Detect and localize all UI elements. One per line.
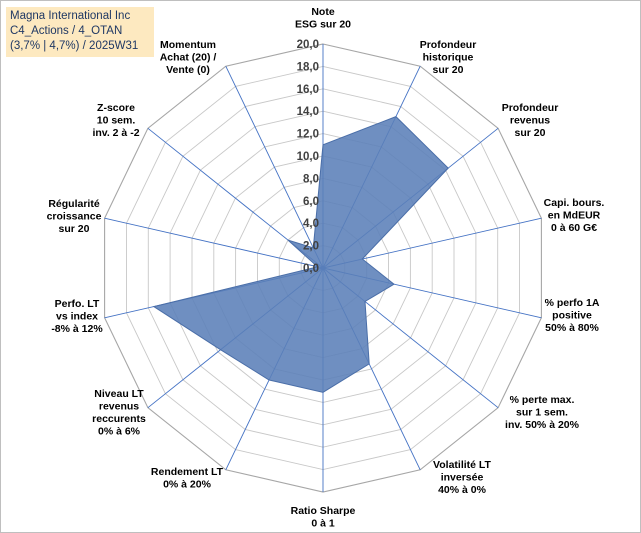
axis-label-line: revenus — [99, 401, 139, 413]
axis-label-line: positive — [552, 310, 592, 322]
axis-label-line: historique — [423, 52, 474, 64]
tick-label: 0,0 — [303, 263, 319, 275]
tick-label: 4,0 — [303, 218, 319, 230]
axis-label-line: en MdEUR — [548, 210, 601, 222]
chart-title: Magna International Inc — [10, 10, 131, 22]
axis-label-line: inv. 50% à 20% — [505, 419, 580, 431]
axis-label: Note ESG sur 20 — [295, 6, 351, 31]
spoke-line — [225, 66, 324, 269]
axis-label-line: Profondeur — [502, 102, 559, 114]
axis-label-line: vs index — [56, 311, 98, 323]
axis-label-line: -8% à 12% — [51, 323, 103, 335]
axis-label: Régularité croissance sur 20 — [47, 198, 102, 235]
axis-label-line: sur 20 — [59, 223, 90, 235]
axis-label-line: Capi. bours. — [544, 197, 605, 209]
axis-label-line: revenus — [510, 115, 550, 127]
axis-label: Capi. bours. en MdEUR 0 à 60 G€ — [544, 197, 605, 234]
axis-label: Perfo. LT vs index -8% à 12% — [51, 298, 103, 335]
tick-label: 2,0 — [303, 241, 319, 253]
tick-label: 10,0 — [297, 151, 319, 163]
axis-label-line: Achat (20) / — [160, 52, 217, 64]
axis-label-line: Z-score — [97, 102, 135, 114]
axis-label-line: 40% à 0% — [438, 484, 487, 496]
axis-label-line: 0 à 1 — [311, 518, 335, 530]
axis-label-line: 0 à 60 G€ — [551, 222, 597, 234]
axis-label-line: Rendement LT — [151, 466, 224, 478]
axis-label-line: croissance — [47, 211, 102, 223]
axis-label-line: Momentum — [160, 39, 216, 51]
axis-label-line: sur 20 — [515, 127, 546, 139]
axis-label-line: inv. 2 à -2 — [92, 127, 139, 139]
tick-label: 8,0 — [303, 173, 319, 185]
axis-label-line: % perfo 1A — [545, 297, 600, 309]
axis-label-line: Note — [311, 6, 334, 18]
chart-subtitle-line2: (3,7% | 4,7%) / 2025W31 — [10, 40, 139, 52]
axis-label-line: 10 sem. — [97, 115, 136, 127]
axis-label: Ratio Sharpe 0 à 1 — [291, 505, 356, 530]
axis-label: Rendement LT 0% à 20% — [151, 466, 224, 491]
chart-title-box: Magna International Inc C4_Actions / 4_O… — [6, 7, 154, 57]
axis-label: Momentum Achat (20) / Vente (0) — [160, 39, 217, 76]
axis-label-line: reccurents — [92, 413, 146, 425]
axis-label-line: 0% à 20% — [163, 479, 212, 491]
axis-label-line: Perfo. LT — [55, 298, 100, 310]
axis-label: Profondeur historique sur 20 — [420, 39, 477, 76]
axis-label-line: Vente (0) — [166, 64, 210, 76]
chart-subtitle-line1: C4_Actions / 4_OTAN — [10, 25, 123, 37]
axis-label-line: inversée — [441, 472, 484, 484]
tick-label: 6,0 — [303, 196, 319, 208]
axis-label-line: sur 20 — [433, 64, 464, 76]
spoke-line — [104, 217, 324, 269]
axis-label-line: Régularité — [48, 198, 100, 210]
axis-label-line: Profondeur — [420, 39, 477, 51]
axis-label: Niveau LT revenus reccurents 0% à 6% — [92, 388, 146, 438]
axis-label-line: 50% à 80% — [545, 322, 599, 334]
axis-label-line: 0% à 6% — [98, 426, 141, 438]
tick-label: 14,0 — [297, 106, 319, 118]
tick-label: 12,0 — [297, 129, 319, 141]
axis-label-line: % perte max. — [510, 394, 575, 406]
axis-label: % perfo 1A positive 50% à 80% — [545, 297, 600, 334]
series-area — [152, 116, 449, 393]
tick-label: 16,0 — [297, 84, 319, 96]
series-layer — [152, 116, 449, 393]
axis-label: Profondeur revenus sur 20 — [502, 102, 559, 139]
axis-label-line: Niveau LT — [94, 388, 144, 400]
axis-label-line: Ratio Sharpe — [291, 505, 356, 517]
axis-label: Volatilité LT inversée 40% à 0% — [433, 459, 492, 496]
axis-label-line: Volatilité LT — [433, 459, 492, 471]
tick-layer: 0,0 2,0 4,0 6,0 8,0 10,0 12,0 14,0 16,0 18,0 20,0 — [297, 39, 319, 275]
axis-label: % perte max. sur 1 sem. inv. 50% à 20% — [505, 394, 580, 431]
axis-label-line: ESG sur 20 — [295, 19, 351, 31]
axis-label-line: sur 1 sem. — [516, 407, 568, 419]
axis-label: Z-score 10 sem. inv. 2 à -2 — [92, 102, 139, 139]
tick-label: 18,0 — [297, 61, 319, 73]
tick-label: 20,0 — [297, 39, 319, 51]
